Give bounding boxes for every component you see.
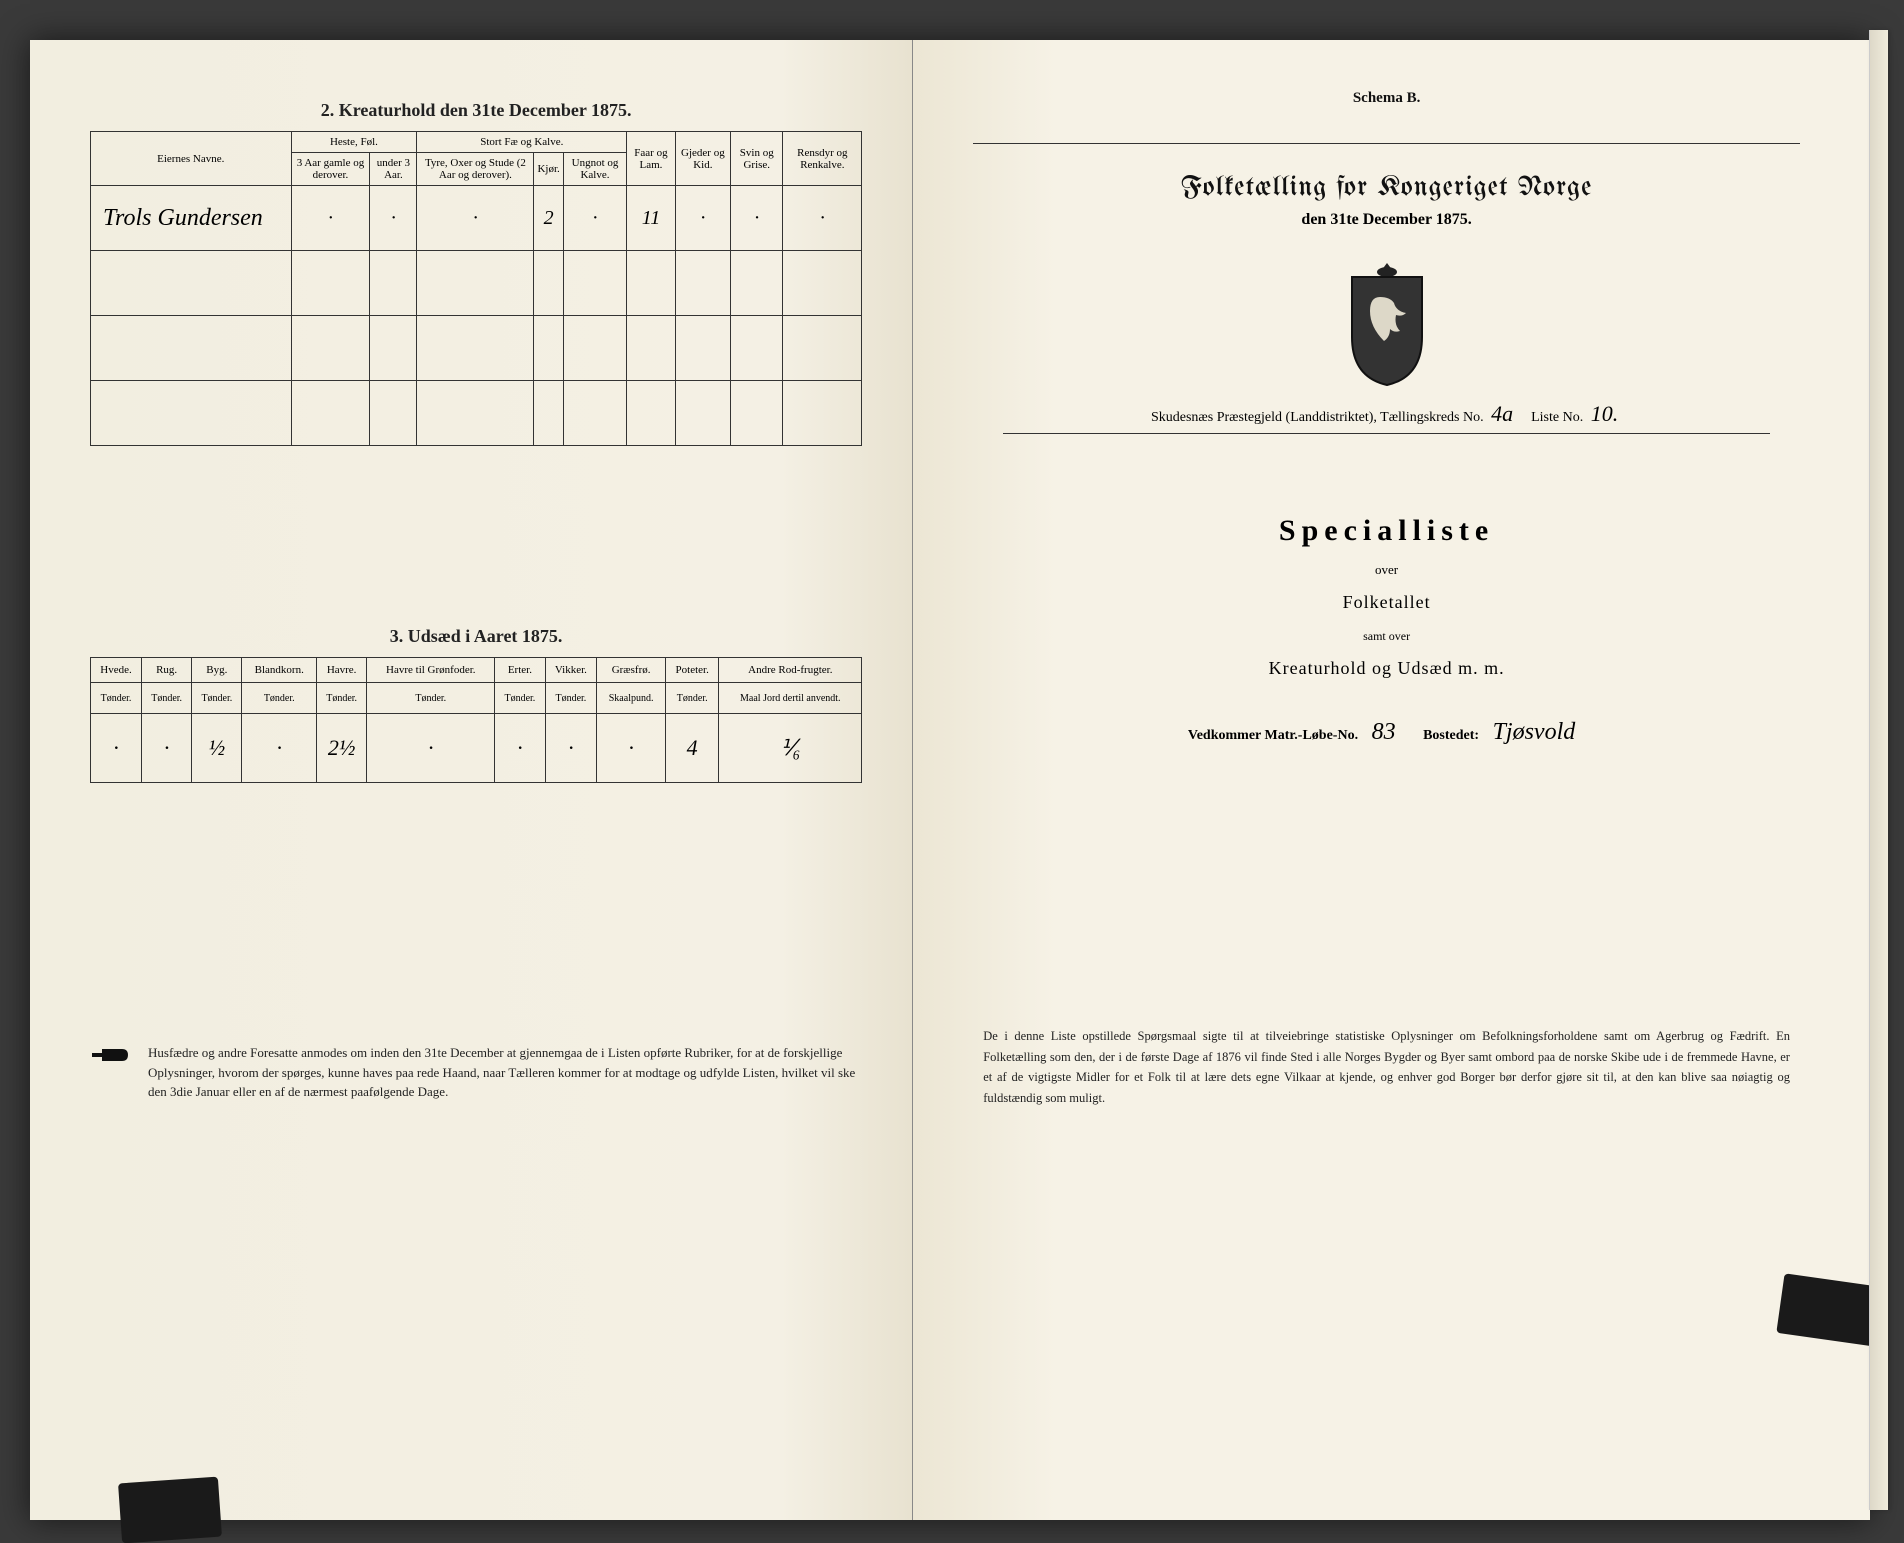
- livestock-table: Eiernes Navne. Heste, Føl. Stort Fæ og K…: [90, 131, 862, 446]
- cell: ·: [597, 714, 666, 783]
- th-group-horses: Heste, Føl.: [291, 132, 417, 153]
- page-clip-icon: [118, 1477, 222, 1543]
- seed-table: Hvede. Rug. Byg. Blandkorn. Havre. Havre…: [90, 657, 862, 783]
- liste-number: 10.: [1587, 401, 1623, 426]
- kreatur-label: Kreaturhold og Udsæd m. m.: [973, 658, 1800, 679]
- th-calves: Ungnot og Kalve.: [563, 153, 626, 186]
- cell: ·: [545, 714, 597, 783]
- th-pigs: Svin og Grise.: [731, 132, 783, 186]
- cell: ·: [242, 714, 317, 783]
- cell: ·: [91, 714, 142, 783]
- unit: Tønder.: [545, 683, 597, 714]
- cell-owner-name: Trols Gundersen: [91, 186, 292, 251]
- matr-label: Vedkommer Matr.-Løbe-No.: [1188, 728, 1358, 743]
- unit: Tønder.: [317, 683, 367, 714]
- table-row-empty: [91, 251, 862, 316]
- unit: Tønder.: [665, 683, 719, 714]
- cell: 2½: [317, 714, 367, 783]
- special-title: Specialliste: [973, 514, 1800, 548]
- table-row-empty: [91, 381, 862, 446]
- th-vetch: Vikker.: [545, 658, 597, 683]
- coat-of-arms-icon: [1332, 257, 1442, 387]
- cell: ·: [142, 714, 192, 783]
- th-bulls: Tyre, Oxer og Stude (2 Aar og derover).: [417, 153, 534, 186]
- th-horses-old: 3 Aar gamle og derover.: [291, 153, 370, 186]
- table-row-empty: [91, 316, 862, 381]
- cell-c6: 11: [627, 186, 675, 251]
- unit: Maal Jord dertil anvendt.: [719, 683, 862, 714]
- unit: Skaalpund.: [597, 683, 666, 714]
- th-goats: Gjeder og Kid.: [675, 132, 730, 186]
- section2-title: 2. Kreaturhold den 31te December 1875.: [90, 100, 862, 121]
- page-clip-icon: [1776, 1273, 1883, 1346]
- cell-c2: ·: [370, 186, 417, 251]
- liste-label: Liste No.: [1531, 410, 1583, 425]
- th-cows: Kjør.: [534, 153, 563, 186]
- cell-c3: ·: [417, 186, 534, 251]
- pointing-hand-icon: [90, 1045, 134, 1069]
- th-peas: Erter.: [495, 658, 545, 683]
- cell: ½: [192, 714, 242, 783]
- bosted-label: Bostedet:: [1423, 728, 1479, 743]
- th-roots: Andre Rod-frugter.: [719, 658, 862, 683]
- unit: Tønder.: [367, 683, 495, 714]
- district-prefix: Skudesnæs Præstegjeld (Landdistriktet), …: [1151, 410, 1484, 425]
- th-potatoes: Poteter.: [665, 658, 719, 683]
- th-rye: Rug.: [142, 658, 192, 683]
- seed-row: · · ½ · 2½ · · · · 4 ⅟₆: [91, 714, 862, 783]
- th-oats: Havre.: [317, 658, 367, 683]
- th-oats-green: Havre til Grønfoder.: [367, 658, 495, 683]
- census-title: Folketælling for Kongeriget Norge: [973, 174, 1800, 203]
- th-name: Eiernes Navne.: [91, 132, 292, 186]
- folketallet-label: Folketallet: [973, 592, 1800, 613]
- cell-c1: ·: [291, 186, 370, 251]
- cell-c4: 2: [534, 186, 563, 251]
- cell: 4: [665, 714, 719, 783]
- footnote: Husfædre og andre Foresatte anmodes om i…: [90, 1043, 862, 1102]
- th-horses-young: under 3 Aar.: [370, 153, 417, 186]
- bottom-paragraph: De i denne Liste opstillede Spørgsmaal s…: [973, 1026, 1800, 1109]
- kreds-number: 4a: [1487, 401, 1517, 426]
- book-spread: 2. Kreaturhold den 31te December 1875. E…: [30, 40, 1870, 1520]
- cell-c5: ·: [563, 186, 626, 251]
- unit: Tønder.: [242, 683, 317, 714]
- cell-c9: ·: [783, 186, 862, 251]
- bosted-name: Tjøsvold: [1483, 719, 1586, 745]
- district-line: Skudesnæs Præstegjeld (Landdistriktet), …: [1003, 401, 1770, 434]
- over-label: over: [973, 562, 1800, 578]
- cell-c8: ·: [731, 186, 783, 251]
- th-group-cattle: Stort Fæ og Kalve.: [417, 132, 627, 153]
- unit: Tønder.: [91, 683, 142, 714]
- th-sheep: Faar og Lam.: [627, 132, 675, 186]
- footnote-text: Husfædre og andre Foresatte anmodes om i…: [148, 1043, 862, 1102]
- unit: Tønder.: [142, 683, 192, 714]
- cell: ·: [367, 714, 495, 783]
- th-wheat: Hvede.: [91, 658, 142, 683]
- unit: Tønder.: [495, 683, 545, 714]
- cell: ·: [495, 714, 545, 783]
- matr-line: Vedkommer Matr.-Løbe-No. 83 Bostedet: Tj…: [973, 719, 1800, 746]
- schema-label: Schema B.: [973, 90, 1800, 107]
- section3-title: 3. Udsæd i Aaret 1875.: [90, 626, 862, 647]
- seed-headers: Hvede. Rug. Byg. Blandkorn. Havre. Havre…: [91, 658, 862, 683]
- cell: ⅟₆: [719, 714, 862, 783]
- unit: Tønder.: [192, 683, 242, 714]
- seed-units: Tønder. Tønder. Tønder. Tønder. Tønder. …: [91, 683, 862, 714]
- th-grass: Græsfrø.: [597, 658, 666, 683]
- left-page: 2. Kreaturhold den 31te December 1875. E…: [30, 40, 913, 1520]
- table-row: Trols Gundersen · · · 2 · 11 · · ·: [91, 186, 862, 251]
- right-page: Schema B. Folketælling for Kongeriget No…: [913, 40, 1870, 1520]
- th-barley: Byg.: [192, 658, 242, 683]
- th-mixed: Blandkorn.: [242, 658, 317, 683]
- samt-label: samt over: [973, 629, 1800, 644]
- th-reindeer: Rensdyr og Renkalve.: [783, 132, 862, 186]
- census-subtitle: den 31te December 1875.: [973, 211, 1800, 229]
- cell-c7: ·: [675, 186, 730, 251]
- matr-number: 83: [1362, 719, 1406, 745]
